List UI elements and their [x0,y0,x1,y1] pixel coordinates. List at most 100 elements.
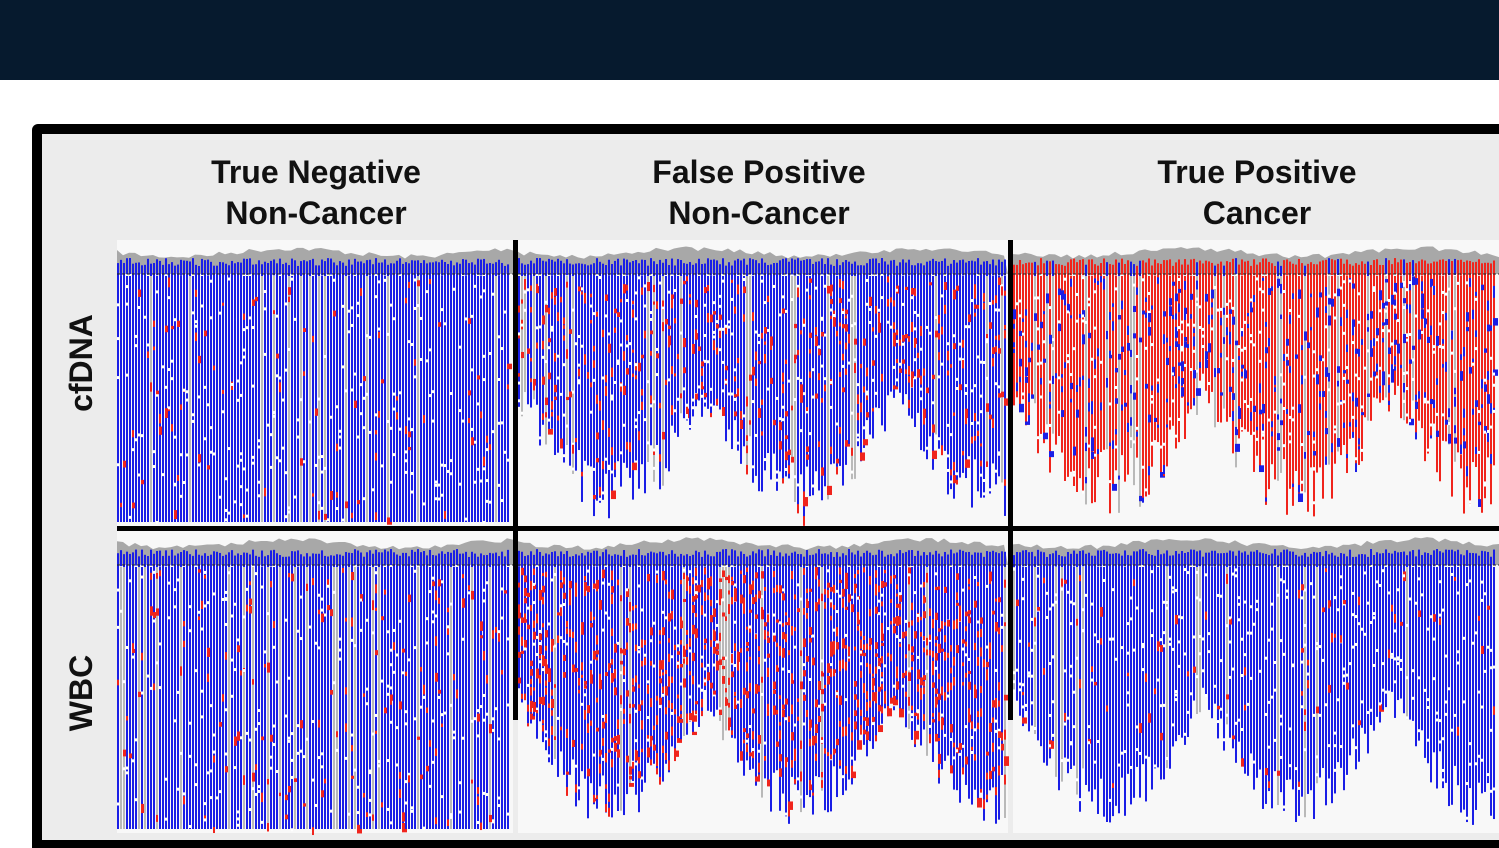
read-gap [279,377,281,380]
read-mismatch [653,301,655,304]
read-gap [1019,314,1021,317]
read-stripe [1319,276,1321,467]
read-mismatch [728,604,730,614]
read-stripe [1310,276,1312,467]
read-gap [1274,411,1276,414]
coverage-bar [602,552,604,568]
read-gap [1406,371,1408,374]
coverage-bar [551,552,553,568]
read-mismatch [1244,369,1246,377]
read-stripe [315,276,317,522]
read-mismatch [620,698,622,704]
read-stripe [366,276,368,522]
read-mismatch [896,584,898,589]
coverage-bar [297,550,299,566]
read-mismatch [791,571,793,579]
read-gap [962,745,964,748]
read-gap [974,576,976,579]
read-mismatch [1136,432,1138,437]
read-mismatch [854,363,856,373]
read-gap [204,571,206,574]
read-mismatch [920,688,922,696]
read-gap [1067,360,1069,363]
read-stripe [381,567,383,829]
read-mismatch [1028,642,1030,646]
read-gap [249,316,251,319]
coverage-bar [836,552,838,568]
read-mismatch [992,300,994,304]
read-mismatch [647,685,649,694]
read-mismatch [830,316,832,319]
read-stripe [414,276,416,522]
read-mismatch [860,631,862,636]
read-stripe [806,276,808,467]
read-mismatch [1310,294,1312,298]
read-gap [123,680,125,683]
panels [117,240,1499,835]
coverage-bar [806,550,808,566]
read-mismatch [1013,324,1015,329]
read-mismatch [599,487,601,496]
read-gap [408,417,410,420]
read-gap [1058,376,1060,379]
read-mismatch [689,638,691,646]
read-gap [914,591,916,594]
read-mismatch [797,504,799,513]
read-mismatch [869,609,871,616]
read-stripe [1016,567,1018,701]
read-mismatch [938,770,940,778]
read-mismatch [680,393,682,398]
read-mismatch [1142,498,1144,503]
read-gap [222,598,224,601]
read-stripe [1403,276,1405,420]
read-mismatch [1418,391,1420,398]
read-gap [977,620,979,623]
read-mismatch [848,659,850,662]
read-mismatch [548,739,550,747]
read-gap [405,780,407,783]
read-mismatch [542,413,544,419]
read-mismatch [602,420,604,430]
read-gap [881,594,883,597]
read-stripe [396,567,398,829]
read-stripe [432,567,434,829]
read-gap [1406,414,1408,417]
read-mismatch [956,480,958,485]
read-stripe [1451,276,1453,497]
read-mismatch [530,716,535,720]
read-gap [722,280,724,283]
read-gap [917,656,919,659]
read-gap [1484,379,1486,382]
read-gap [450,813,452,816]
read-mismatch [1226,327,1228,335]
read-gap [189,825,191,828]
read-stripe [611,276,613,496]
read-gap [1148,292,1150,295]
read-gap [575,765,577,768]
coverage-bar [713,259,715,275]
read-mismatch [788,465,790,473]
read-mismatch [926,638,928,646]
read-stripe [605,567,607,813]
read-mismatch [833,751,835,755]
read-mismatch [1400,365,1402,368]
coverage-bar [1148,259,1150,275]
read-stripe [1439,276,1441,481]
read-mismatch [141,653,143,661]
read-mismatch [207,674,209,682]
read-gap [782,295,784,298]
read-gap [968,658,970,661]
read-gap [354,373,356,376]
coverage-bar [626,260,628,276]
read-gap [857,434,859,437]
read-gap [719,295,721,298]
read-stripe [465,276,467,522]
read-gap [168,368,170,371]
read-gap [1178,326,1180,329]
read-gap [171,360,173,363]
read-gap [599,498,601,501]
read-gap [848,362,850,365]
coverage-bar [1067,552,1069,568]
read-mismatch [824,685,826,688]
read-stripe [249,276,251,522]
